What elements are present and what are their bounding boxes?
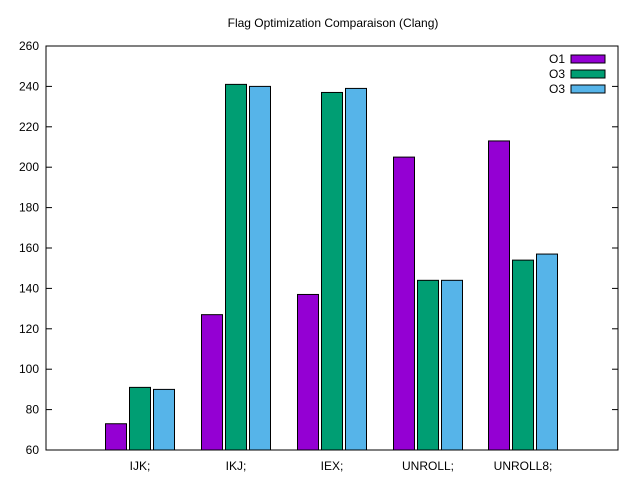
x-tick-label: UNROLL; xyxy=(402,459,454,473)
y-tick-label: 220 xyxy=(19,120,39,134)
bar xyxy=(417,279,439,451)
bar xyxy=(297,293,319,451)
y-tick-label: 180 xyxy=(19,201,39,215)
bar xyxy=(153,388,175,451)
y-tick-label: 80 xyxy=(26,403,40,417)
bar xyxy=(249,85,271,451)
bar xyxy=(536,253,558,451)
bar xyxy=(201,314,223,451)
y-tick-label: 260 xyxy=(19,39,39,53)
y-tick-label: 60 xyxy=(26,443,40,457)
y-tick-label: 160 xyxy=(19,241,39,255)
x-tick-label: IJK; xyxy=(130,459,151,473)
x-tick-label: UNROLL8; xyxy=(494,459,553,473)
legend-swatch xyxy=(570,84,606,94)
x-tick-label: IEX; xyxy=(321,459,344,473)
y-tick-label: 120 xyxy=(19,322,39,336)
y-tick-label: 100 xyxy=(19,362,39,376)
x-axis: IJK; IKJ; IEX; UNROLL; UNROLL8; xyxy=(130,444,553,473)
bar xyxy=(321,91,343,451)
legend-label: O1 xyxy=(549,52,565,66)
bar xyxy=(105,423,127,451)
legend-label: O3 xyxy=(549,67,565,81)
plot-frame xyxy=(45,45,619,451)
bar xyxy=(345,87,367,451)
chart-title: Flag Optimization Comparaison (Clang) xyxy=(228,16,439,30)
bar xyxy=(393,156,415,451)
y-axis: 60 80 100 120 140 160 180 200 220 240 260 xyxy=(19,39,618,457)
bars xyxy=(105,83,558,451)
bar xyxy=(512,259,534,451)
y-tick-label: 140 xyxy=(19,281,39,295)
legend-swatch xyxy=(570,69,606,79)
bar xyxy=(441,279,463,451)
bar xyxy=(488,140,510,451)
bar xyxy=(225,83,247,451)
y-tick-label: 240 xyxy=(19,79,39,93)
legend-label: O3 xyxy=(549,82,565,96)
x-tick-label: IKJ; xyxy=(226,459,247,473)
legend-swatch xyxy=(570,54,606,64)
y-tick-label: 200 xyxy=(19,160,39,174)
bar xyxy=(129,386,151,451)
